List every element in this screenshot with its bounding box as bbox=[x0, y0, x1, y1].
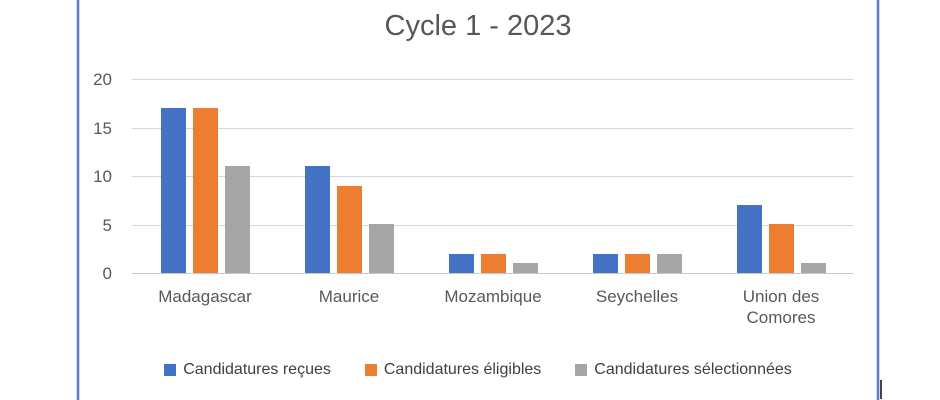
bar-series3-mozambique bbox=[513, 263, 538, 273]
gridline bbox=[132, 176, 853, 177]
x-axis-category-label: Mozambique bbox=[444, 287, 542, 306]
bar-series1-union-des-comores bbox=[737, 205, 762, 273]
bar-series1-mozambique bbox=[449, 254, 474, 273]
chart-frame-right-border bbox=[876, 0, 880, 400]
bar-series1-madagascar bbox=[161, 108, 186, 273]
legend-swatch-icon bbox=[575, 364, 588, 376]
bar-series2-mozambique bbox=[481, 254, 506, 273]
legend-item: Candidatures éligibles bbox=[364, 361, 542, 379]
y-axis-tick-label: 10 bbox=[93, 167, 112, 186]
y-axis-tick-label: 0 bbox=[102, 264, 112, 283]
gridline bbox=[132, 224, 853, 226]
y-axis-tick-label: 5 bbox=[102, 215, 112, 235]
legend-item: Candidatures sélectionnées bbox=[575, 361, 792, 379]
bar-series3-madagascar bbox=[225, 166, 250, 273]
x-axis-category-label: Maurice bbox=[318, 287, 380, 306]
chart-frame-left-border bbox=[76, 0, 80, 400]
legend-label: Candidatures reçues bbox=[183, 361, 331, 378]
bar-series3-seychelles bbox=[657, 254, 682, 273]
legend-label: Candidatures sélectionnées bbox=[594, 361, 792, 378]
legend-swatch-icon bbox=[364, 364, 377, 376]
gridline bbox=[132, 79, 853, 80]
gridline bbox=[132, 127, 853, 129]
x-axis-category-label: Seychelles bbox=[595, 287, 679, 306]
bar-series1-seychelles bbox=[593, 254, 618, 273]
x-axis-category-label: Union des Comores bbox=[742, 287, 820, 327]
legend-label: Candidatures éligibles bbox=[383, 361, 542, 378]
y-axis-tick-label: 15 bbox=[93, 118, 112, 138]
chart-legend: Candidatures reçues Candidatures éligible… bbox=[78, 361, 878, 379]
legend-swatch-icon bbox=[164, 364, 177, 376]
bar-series2-maurice bbox=[337, 186, 362, 273]
bar-series2-union-des-comores bbox=[769, 224, 794, 273]
y-axis-tick-label: 20 bbox=[93, 70, 112, 89]
x-axis-line bbox=[132, 273, 853, 274]
bar-series2-madagascar bbox=[193, 108, 218, 273]
x-axis-category-label: Madagascar bbox=[158, 287, 252, 306]
bar-series3-maurice bbox=[369, 224, 394, 273]
bar-series1-maurice bbox=[305, 166, 330, 273]
chart-title: Cycle 1 - 2023 bbox=[384, 10, 572, 42]
bar-series2-seychelles bbox=[625, 254, 650, 273]
legend-item: Candidatures reçues bbox=[164, 361, 331, 379]
bar-series3-union-des-comores bbox=[801, 263, 826, 273]
text-cursor bbox=[880, 380, 882, 399]
